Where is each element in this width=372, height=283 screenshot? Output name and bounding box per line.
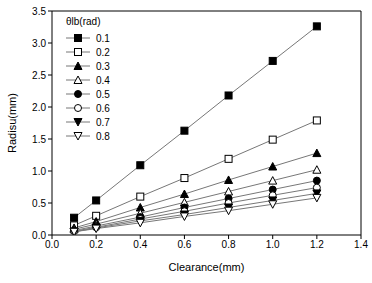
svg-text:1.2: 1.2: [310, 239, 324, 250]
svg-text:0.2: 0.2: [96, 47, 110, 58]
svg-text:0.3: 0.3: [96, 61, 110, 72]
svg-text:0.6: 0.6: [96, 103, 110, 114]
svg-text:Clearance(mm): Clearance(mm): [169, 261, 245, 273]
svg-text:0.6: 0.6: [177, 239, 191, 250]
svg-text:0.4: 0.4: [133, 239, 147, 250]
svg-text:0.0: 0.0: [45, 239, 59, 250]
svg-text:0.5: 0.5: [96, 89, 110, 100]
svg-text:0.5: 0.5: [32, 198, 46, 209]
svg-text:3.0: 3.0: [32, 38, 46, 49]
svg-text:1.4: 1.4: [354, 239, 364, 250]
svg-text:Radisu(mm): Radisu(mm): [8, 93, 18, 153]
svg-text:2.0: 2.0: [32, 102, 46, 113]
svg-text:0.2: 0.2: [89, 239, 103, 250]
svg-text:1.0: 1.0: [32, 166, 46, 177]
svg-text:0.1: 0.1: [96, 33, 110, 44]
svg-text:1.0: 1.0: [266, 239, 280, 250]
svg-text:θlb(rad): θlb(rad): [66, 16, 100, 27]
svg-text:1.5: 1.5: [32, 134, 46, 145]
svg-text:0.8: 0.8: [96, 131, 110, 142]
svg-text:0.8: 0.8: [222, 239, 236, 250]
svg-text:3.5: 3.5: [32, 6, 46, 17]
svg-text:0.0: 0.0: [32, 230, 46, 241]
svg-text:2.5: 2.5: [32, 70, 46, 81]
svg-text:0.4: 0.4: [96, 75, 110, 86]
svg-text:0.7: 0.7: [96, 117, 110, 128]
